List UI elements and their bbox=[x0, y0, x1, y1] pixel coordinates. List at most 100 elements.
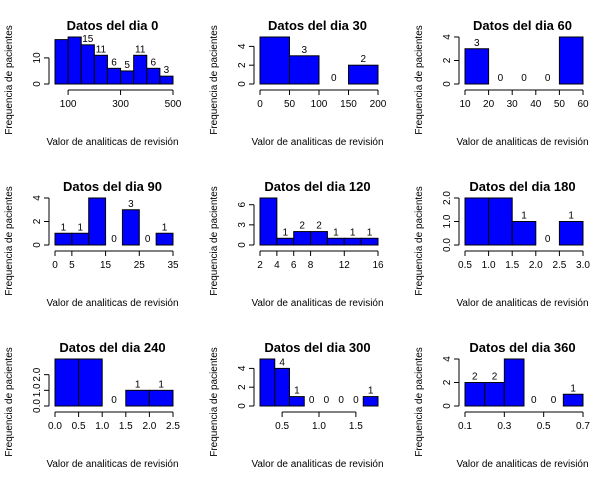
x-tick-label: 2.0 bbox=[142, 421, 156, 432]
histogram-bar bbox=[484, 382, 505, 407]
bar-data-label: 1 bbox=[368, 386, 374, 397]
histogram-bar bbox=[148, 389, 174, 407]
y-tick-label: 0 bbox=[237, 242, 248, 248]
bar-data-label: 6 bbox=[151, 57, 157, 68]
chart-title: Datos del dia 360 bbox=[469, 340, 575, 355]
x-tick-label: 20 bbox=[483, 99, 495, 110]
y-tick-label: 1.0 bbox=[32, 383, 43, 397]
x-tick-label: 25 bbox=[134, 260, 146, 271]
bar-data-label: 0 bbox=[309, 395, 315, 406]
histogram-bar bbox=[78, 358, 103, 407]
x-axis-label: Valor de analiticas de revisión bbox=[456, 298, 588, 309]
x-tick-label: 2.5 bbox=[552, 260, 566, 271]
x-axis-label: Valor de analiticas de revisión bbox=[456, 459, 588, 470]
bar-data-label: 11 bbox=[96, 44, 107, 55]
x-tick-label: 16 bbox=[372, 260, 384, 271]
histogram-bar bbox=[159, 75, 174, 85]
bar-data-label: 0 bbox=[111, 234, 117, 245]
x-tick-label: 0.5 bbox=[275, 421, 289, 432]
bar-data-label: 1 bbox=[135, 379, 141, 390]
bar-data-label: 3 bbox=[301, 45, 307, 56]
bar-data-label: 2 bbox=[299, 221, 305, 232]
histogram-bar bbox=[88, 197, 107, 246]
histogram-bar bbox=[259, 197, 278, 246]
histogram-bar bbox=[464, 382, 486, 407]
y-tick-label: 0 bbox=[442, 403, 453, 409]
y-axis-label: Frequencia de pacientes bbox=[209, 347, 220, 457]
y-tick-label: 0 bbox=[32, 81, 43, 87]
chart-title: Datos del dia 90 bbox=[63, 179, 162, 194]
y-axis-label: Frequencia de pacientes bbox=[4, 186, 15, 296]
x-tick-label: 40 bbox=[530, 99, 542, 110]
x-tick-label: 1.5 bbox=[505, 260, 519, 271]
bar-data-label: 1 bbox=[158, 379, 164, 390]
x-axis-label: Valor de analiticas de revisión bbox=[251, 137, 383, 148]
histogram-bar bbox=[362, 396, 379, 407]
y-axis-label: Frequencia de pacientes bbox=[4, 25, 15, 135]
bar-data-label: 0 bbox=[353, 395, 359, 406]
y-tick-label: 2.0 bbox=[442, 191, 453, 205]
x-tick-label: 2.0 bbox=[529, 260, 543, 271]
x-tick-label: 5 bbox=[69, 260, 75, 271]
x-tick-label: 0.1 bbox=[458, 421, 472, 432]
y-tick-label: 2 bbox=[32, 218, 43, 224]
bar-data-label: 0 bbox=[111, 395, 117, 406]
histogram-bar bbox=[54, 358, 80, 407]
histogram-bar bbox=[276, 237, 295, 246]
chart-title: Datos del dia 0 bbox=[67, 18, 159, 33]
x-tick-label: 100 bbox=[311, 99, 328, 110]
y-tick-label: 2 bbox=[237, 384, 248, 390]
histogram-bar bbox=[289, 55, 320, 85]
histogram-bar bbox=[155, 232, 174, 246]
histogram-bar bbox=[133, 54, 148, 85]
bar-data-label: 1 bbox=[78, 222, 84, 233]
histogram-bar bbox=[511, 221, 537, 246]
bar-data-label: 2 bbox=[492, 372, 498, 383]
x-axis-label: Valor de analiticas de revisión bbox=[46, 298, 178, 309]
x-tick-label: 0 bbox=[52, 260, 58, 271]
y-tick-label: 6 bbox=[237, 201, 248, 207]
bar-data-label: 0 bbox=[545, 73, 551, 84]
histogram-bar bbox=[71, 232, 90, 246]
bar-data-label: 0 bbox=[338, 395, 344, 406]
chart-title: Datos del dia 30 bbox=[268, 18, 367, 33]
y-tick-label: 2 bbox=[237, 62, 248, 68]
histogram-bar bbox=[293, 231, 312, 246]
bar-data-label: 15 bbox=[82, 34, 94, 45]
histogram-bar bbox=[54, 232, 73, 246]
x-axis-label: Valor de analiticas de revisión bbox=[251, 459, 383, 470]
histogram-bar bbox=[503, 358, 525, 407]
y-tick-label: 3 bbox=[237, 222, 248, 228]
bar-data-label: 0 bbox=[331, 73, 337, 84]
x-tick-label: 1.5 bbox=[349, 421, 363, 432]
y-axis-label: Frequencia de pacientes bbox=[414, 186, 425, 296]
y-tick-label: 4 bbox=[32, 195, 43, 201]
x-tick-label: 15 bbox=[100, 260, 112, 271]
y-tick-label: 4 bbox=[442, 356, 453, 362]
bar-data-label: 0 bbox=[521, 73, 527, 84]
bar-data-label: 0 bbox=[145, 234, 151, 245]
histogram-bar bbox=[106, 67, 122, 85]
histogram-bar bbox=[562, 393, 584, 407]
y-tick-label: 4 bbox=[237, 365, 248, 371]
y-tick-label: 2.0 bbox=[32, 367, 43, 381]
y-axis-label: Frequencia de pacientes bbox=[414, 25, 425, 135]
histogram-bar bbox=[348, 64, 379, 85]
bar-data-label: 1 bbox=[367, 227, 373, 238]
bar-data-label: 0 bbox=[324, 395, 330, 406]
bar-data-label: 3 bbox=[164, 65, 170, 76]
x-tick-label: 30 bbox=[507, 99, 519, 110]
y-axis-label: Frequencia de pacientes bbox=[209, 186, 220, 296]
histogram-bar bbox=[464, 48, 490, 85]
y-tick-label: 0 bbox=[237, 81, 248, 87]
histogram-bar bbox=[120, 70, 135, 85]
x-tick-label: 1.0 bbox=[95, 421, 109, 432]
y-tick-label: 2 bbox=[442, 57, 453, 63]
histogram-bar bbox=[310, 231, 328, 246]
bar-data-label: 1 bbox=[568, 211, 574, 222]
y-tick-label: 0 bbox=[32, 242, 43, 248]
y-tick-label: 0 bbox=[442, 81, 453, 87]
